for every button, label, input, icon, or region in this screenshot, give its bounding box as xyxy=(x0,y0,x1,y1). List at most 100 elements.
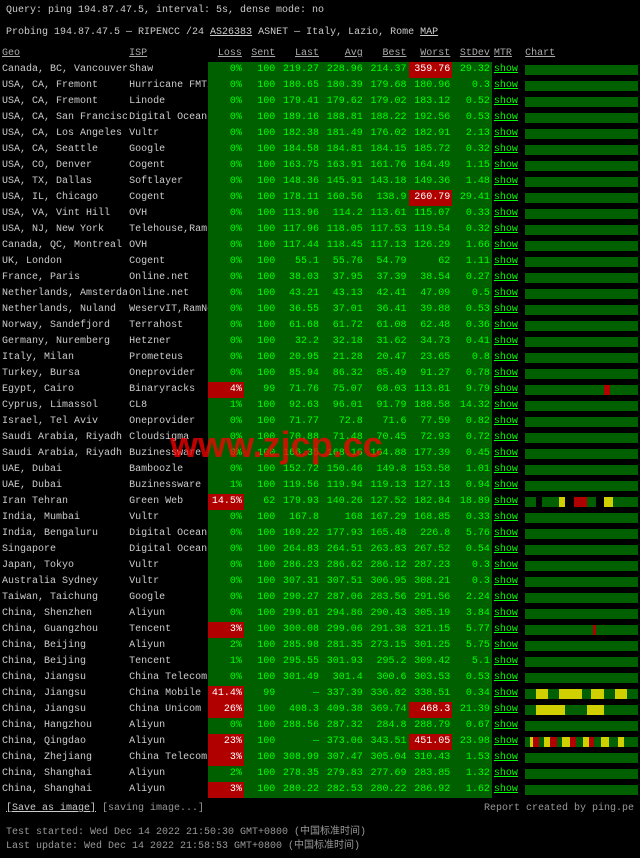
mtr-link[interactable]: show xyxy=(494,496,518,507)
table-row: China, ShenzhenAliyun0%100299.61294.8629… xyxy=(0,606,640,622)
mtr-link[interactable]: show xyxy=(494,480,518,491)
table-row: Iran TehranGreen Web14.5%62179.93140.261… xyxy=(0,494,640,510)
mtr-link[interactable]: show xyxy=(494,688,518,699)
mtr-link[interactable]: show xyxy=(494,256,518,267)
table-row: India, MumbaiVultr0%100167.8168167.29168… xyxy=(0,510,640,526)
table-row: India, BengaluruDigital Ocean0%100169.22… xyxy=(0,526,640,542)
mtr-link[interactable]: show xyxy=(494,352,518,363)
mtr-link[interactable]: show xyxy=(494,432,518,443)
table-row: USA, CA, FremontHurricane FMT20%100180.6… xyxy=(0,78,640,94)
table-row: USA, IL, ChicagoCogent0%100178.11160.561… xyxy=(0,190,640,206)
mtr-link[interactable]: show xyxy=(494,304,518,315)
chart-cell xyxy=(523,622,640,638)
mtr-link[interactable]: show xyxy=(494,96,518,107)
mtr-link[interactable]: show xyxy=(494,592,518,603)
mtr-link[interactable]: show xyxy=(494,192,518,203)
chart-cell xyxy=(523,158,640,174)
table-row: Australia SydneyVultr0%100307.31307.5130… xyxy=(0,574,640,590)
col-sent[interactable]: Sent xyxy=(244,46,277,62)
col-isp[interactable]: ISP xyxy=(127,46,208,62)
col-avg[interactable]: Avg xyxy=(321,46,365,62)
mtr-link[interactable]: show xyxy=(494,208,518,219)
mtr-link[interactable]: show xyxy=(494,448,518,459)
mtr-link[interactable]: show xyxy=(494,608,518,619)
mtr-link[interactable]: show xyxy=(494,144,518,155)
col-worst[interactable]: Worst xyxy=(409,46,453,62)
col-last[interactable]: Last xyxy=(277,46,321,62)
chart-cell xyxy=(523,78,640,94)
col-stdev[interactable]: StDev xyxy=(452,46,492,62)
mtr-link[interactable]: show xyxy=(494,128,518,139)
mtr-link[interactable]: show xyxy=(494,464,518,475)
mtr-link[interactable]: show xyxy=(494,288,518,299)
query-prefix: Query: ping xyxy=(6,5,78,16)
mtr-link[interactable]: show xyxy=(494,320,518,331)
mtr-link[interactable]: show xyxy=(494,368,518,379)
mtr-link[interactable]: show xyxy=(494,704,518,715)
chart-cell xyxy=(523,62,640,78)
table-row: Taiwan, TaichungGoogle0%100290.27287.062… xyxy=(0,590,640,606)
query-line: Query: ping 194.87.47.5, interval: 5s, d… xyxy=(6,4,634,18)
chart-cell xyxy=(523,766,640,782)
mtr-link[interactable]: show xyxy=(494,768,518,779)
query-suffix: , interval: 5s, dense mode: no xyxy=(144,5,324,16)
chart-cell xyxy=(523,670,640,686)
mtr-link[interactable]: show xyxy=(494,384,518,395)
table-row: China, BeijingAliyun2%100285.98281.35273… xyxy=(0,638,640,654)
mtr-link[interactable]: show xyxy=(494,656,518,667)
col-loss[interactable]: Loss xyxy=(208,46,243,62)
table-row: Canada, BC, VancouverShaw0%100219.27228.… xyxy=(0,62,640,78)
mtr-link[interactable]: show xyxy=(494,80,518,91)
col-best[interactable]: Best xyxy=(365,46,409,62)
mtr-link[interactable]: show xyxy=(494,400,518,411)
map-link[interactable]: MAP xyxy=(420,27,438,38)
mtr-link[interactable]: show xyxy=(494,640,518,651)
chart-cell xyxy=(523,270,640,286)
report-credit: Report created by ping.pe xyxy=(484,802,634,816)
mtr-link[interactable]: show xyxy=(494,336,518,347)
col-geo[interactable]: Geo xyxy=(0,46,127,62)
table-row: China, BeijingTencent1%100295.55301.9329… xyxy=(0,654,640,670)
table-row: China, JiangsuChina Telecom0%100301.4930… xyxy=(0,670,640,686)
chart-cell xyxy=(523,174,640,190)
mtr-link[interactable]: show xyxy=(494,576,518,587)
mtr-link[interactable]: show xyxy=(494,560,518,571)
mtr-link[interactable]: show xyxy=(494,528,518,539)
mtr-link[interactable]: show xyxy=(494,512,518,523)
last-update: Last update: Wed Dec 14 2022 21:58:53 GM… xyxy=(6,840,634,854)
mtr-link[interactable]: show xyxy=(494,416,518,427)
mtr-link[interactable]: show xyxy=(494,160,518,171)
table-header: Geo ISP Loss Sent Last Avg Best Worst St… xyxy=(0,46,640,62)
chart-cell xyxy=(523,462,640,478)
chart-cell xyxy=(523,190,640,206)
chart-cell xyxy=(523,702,640,718)
mtr-link[interactable]: show xyxy=(494,736,518,747)
chart-cell xyxy=(523,542,640,558)
chart-cell xyxy=(523,366,640,382)
chart-cell xyxy=(523,574,640,590)
col-chart[interactable]: Chart xyxy=(523,46,640,62)
mtr-link[interactable]: show xyxy=(494,784,518,795)
table-row: USA, CA, SeattleGoogle0%100184.58184.811… xyxy=(0,142,640,158)
asn-link[interactable]: AS26383 xyxy=(210,27,252,38)
mtr-link[interactable]: show xyxy=(494,672,518,683)
query-ip: 194.87.47.5 xyxy=(78,5,144,16)
mtr-link[interactable]: show xyxy=(494,112,518,123)
chart-cell xyxy=(523,126,640,142)
table-row: China, HangzhouAliyun0%100288.56287.3228… xyxy=(0,718,640,734)
mtr-link[interactable]: show xyxy=(494,272,518,283)
table-row: China, JiangsuChina Mobile41.4%99—337.39… xyxy=(0,686,640,702)
table-row: Norway, SandefjordTerrahost0%10061.6861.… xyxy=(0,318,640,334)
mtr-link[interactable]: show xyxy=(494,624,518,635)
mtr-link[interactable]: show xyxy=(494,176,518,187)
mtr-link[interactable]: show xyxy=(494,240,518,251)
mtr-link[interactable]: show xyxy=(494,64,518,75)
mtr-link[interactable]: show xyxy=(494,752,518,763)
chart-cell xyxy=(523,206,640,222)
col-mtr[interactable]: MTR xyxy=(492,46,523,62)
mtr-link[interactable]: show xyxy=(494,224,518,235)
table-row: Egypt, CairoBinaryracks4%9971.7675.0768.… xyxy=(0,382,640,398)
mtr-link[interactable]: show xyxy=(494,544,518,555)
table-row: China, ZhejiangChina Telecom3%100308.993… xyxy=(0,750,640,766)
save-as-image[interactable]: [Save as image] xyxy=(6,803,96,814)
